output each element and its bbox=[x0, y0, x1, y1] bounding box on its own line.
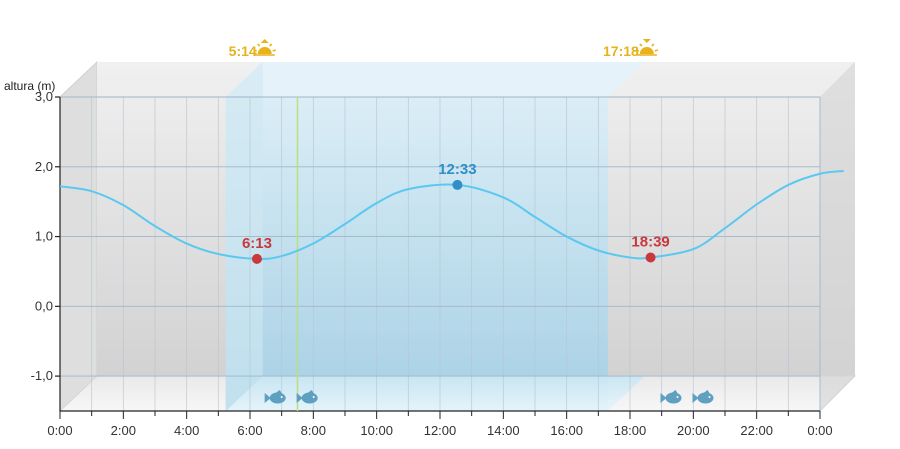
fish-eye bbox=[676, 396, 679, 398]
daylight-band bbox=[225, 62, 645, 411]
tide-extreme-label: 18:39 bbox=[631, 233, 669, 250]
sun-ray bbox=[253, 49, 257, 52]
x-tick-label: 0:00 bbox=[807, 423, 832, 438]
fish-body bbox=[301, 392, 318, 404]
x-tick-label: 16:00 bbox=[550, 423, 583, 438]
daylight-band-front bbox=[225, 97, 608, 411]
chart-right-wall bbox=[820, 62, 855, 411]
sun-ray bbox=[272, 49, 276, 52]
sun-arrow bbox=[642, 39, 651, 43]
tide-extreme-point bbox=[452, 179, 463, 190]
sun-events: 5:14 17:18 bbox=[229, 39, 659, 59]
sun-ray bbox=[257, 43, 261, 47]
fish-eye bbox=[312, 396, 315, 398]
y-axis-label: altura (m) bbox=[4, 79, 55, 93]
fish-fin bbox=[671, 390, 678, 393]
sun-disc bbox=[639, 47, 654, 54]
fish-body bbox=[269, 392, 286, 404]
fish-tail bbox=[692, 393, 699, 403]
x-tick-label: 14:00 bbox=[487, 423, 520, 438]
fish-eye bbox=[708, 396, 711, 398]
sun-ray bbox=[639, 43, 643, 47]
sunset-icon bbox=[635, 39, 659, 56]
fish-icon bbox=[660, 390, 682, 404]
x-tick-label: 0:00 bbox=[47, 423, 72, 438]
x-tick-label: 6:00 bbox=[237, 423, 262, 438]
fish-icon bbox=[296, 390, 318, 404]
daylight-band-floor bbox=[225, 376, 645, 411]
fish-eye bbox=[280, 396, 283, 398]
sun-disc bbox=[257, 47, 272, 54]
x-axis-ticks: 0:00 2:00 4:00 6:00 8:00 10:00 12:00 14:00 16:00… bbox=[47, 411, 833, 438]
sun-ray bbox=[269, 43, 273, 47]
sun-ray bbox=[635, 49, 640, 52]
tide-extreme-label: 6:13 bbox=[242, 235, 272, 252]
x-tick-label: 22:00 bbox=[740, 423, 773, 438]
fishing-periods bbox=[264, 390, 714, 404]
fish-body bbox=[697, 392, 714, 404]
fish-tail bbox=[660, 393, 667, 403]
sunset-label: 17:18 bbox=[603, 43, 639, 59]
fish-fin bbox=[275, 390, 282, 393]
tide-extreme-label: 12:33 bbox=[438, 161, 476, 178]
x-tick-label: 8:00 bbox=[301, 423, 326, 438]
x-tick-label: 10:00 bbox=[360, 423, 393, 438]
y-tick-label: 1,0 bbox=[35, 229, 53, 244]
y-tick-label: 2,0 bbox=[35, 159, 53, 174]
fish-tail bbox=[264, 393, 271, 403]
fish-icon bbox=[264, 390, 286, 404]
x-tick-label: 2:00 bbox=[111, 423, 136, 438]
fish-body bbox=[665, 392, 682, 404]
x-tick-label: 18:00 bbox=[614, 423, 647, 438]
daylight-band-top bbox=[225, 62, 645, 97]
x-tick-label: 12:00 bbox=[424, 423, 457, 438]
fish-fin bbox=[307, 390, 314, 393]
tide-extreme-point bbox=[645, 252, 656, 263]
x-tick-label: 4:00 bbox=[174, 423, 199, 438]
sunrise-icon bbox=[253, 39, 276, 56]
fish-icon bbox=[692, 390, 714, 404]
tide-extreme-point bbox=[251, 253, 262, 264]
y-tick-label: 0,0 bbox=[35, 298, 53, 313]
chart-grid bbox=[60, 96, 821, 411]
fish-fin bbox=[703, 390, 710, 393]
tide-extremes: 6:13 12:33 18:39 bbox=[242, 161, 670, 264]
sun-ray bbox=[651, 43, 655, 47]
sunrise-label: 5:14 bbox=[229, 43, 257, 59]
fish-tail bbox=[296, 393, 303, 403]
y-axis-ticks: 3,0 2,0 1,0 0,0 -1,0 bbox=[31, 89, 60, 383]
y-tick-label: 3,0 bbox=[35, 89, 53, 104]
sun-arrow bbox=[260, 39, 269, 43]
x-tick-label: 20:00 bbox=[677, 423, 710, 438]
y-tick-label: -1,0 bbox=[31, 368, 53, 383]
sun-ray bbox=[654, 49, 659, 52]
